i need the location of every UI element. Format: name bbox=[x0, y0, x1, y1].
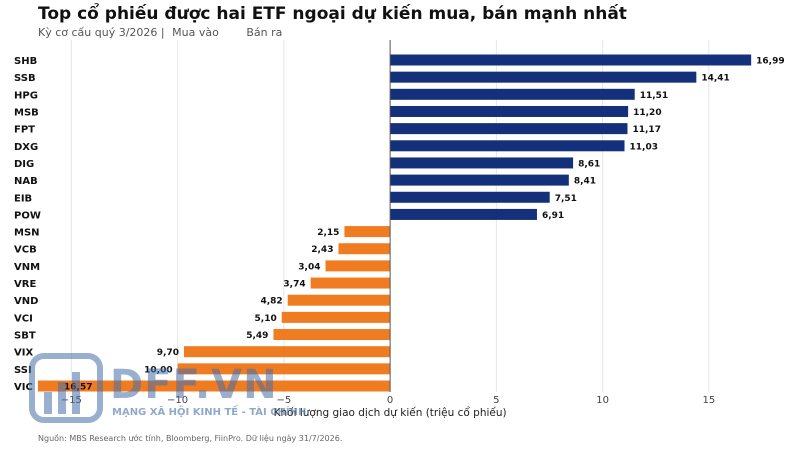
value-label: 11,17 bbox=[632, 125, 660, 135]
bar bbox=[310, 277, 391, 289]
legend-buy: Mua vào bbox=[172, 26, 219, 39]
category-label: NAB bbox=[14, 176, 38, 187]
value-label: 2,43 bbox=[311, 245, 333, 255]
value-label: 6,91 bbox=[542, 211, 564, 221]
bar bbox=[273, 329, 391, 341]
x-tick-label: 5 bbox=[493, 395, 499, 406]
category-label: VRE bbox=[14, 279, 36, 290]
bar bbox=[390, 157, 574, 169]
value-label: 8,41 bbox=[574, 177, 596, 187]
value-label: 5,49 bbox=[246, 331, 268, 341]
category-label: HPG bbox=[14, 90, 38, 101]
chart-subtitle: Kỳ cơ cấu quý 3/2026 | Mua vào Bán ra bbox=[38, 26, 286, 39]
watermark-logo-icon bbox=[28, 352, 104, 428]
bar bbox=[325, 260, 391, 272]
x-tick-label: −5 bbox=[276, 395, 291, 406]
category-label: VNM bbox=[14, 262, 40, 273]
category-label: FPT bbox=[14, 125, 35, 136]
bar bbox=[344, 226, 391, 238]
legend-sell: Bán ra bbox=[246, 26, 283, 39]
bar bbox=[287, 294, 391, 306]
value-label: 3,74 bbox=[283, 280, 305, 290]
bar bbox=[38, 380, 391, 392]
value-label: 16,99 bbox=[756, 57, 784, 67]
chart-title: Top cổ phiếu được hai ETF ngoại dự kiến … bbox=[38, 4, 627, 24]
source-note: Nguồn: MBS Research ước tính, Bloomberg,… bbox=[38, 434, 343, 443]
bar bbox=[183, 346, 391, 358]
bar bbox=[390, 140, 625, 152]
category-label: VCB bbox=[14, 245, 37, 256]
value-label: 8,61 bbox=[578, 159, 600, 169]
category-label: MSB bbox=[14, 107, 39, 118]
value-label: 7,51 bbox=[555, 194, 577, 204]
value-label: 3,04 bbox=[298, 262, 320, 272]
bar bbox=[390, 88, 635, 100]
bar bbox=[390, 105, 629, 117]
watermark-brand: DFF.VN bbox=[110, 362, 278, 408]
category-label: SSB bbox=[14, 73, 36, 84]
value-label: 4,82 bbox=[260, 297, 282, 307]
bar bbox=[390, 123, 628, 135]
category-label: MSN bbox=[14, 228, 40, 239]
value-label: 11,51 bbox=[640, 91, 668, 101]
value-label: 14,41 bbox=[701, 74, 729, 84]
value-label: 5,10 bbox=[255, 314, 277, 324]
category-label: VCI bbox=[14, 313, 33, 324]
category-label: SSI bbox=[14, 365, 32, 376]
watermark-tagline: MẠNG XÃ HỘI KINH TẾ - TÀI CHÍNH bbox=[112, 407, 307, 418]
value-label: 10,00 bbox=[144, 365, 172, 375]
bar bbox=[390, 208, 537, 220]
value-label: 9,70 bbox=[157, 348, 179, 358]
subtitle-period: Kỳ cơ cấu quý 3/2026 | bbox=[38, 26, 165, 39]
x-tick-label: 0 bbox=[387, 395, 393, 406]
category-label: EIB bbox=[14, 193, 32, 204]
category-label: VIX bbox=[14, 348, 33, 359]
x-tick-label: −15 bbox=[61, 395, 82, 406]
bar bbox=[338, 243, 391, 255]
category-label: VIC bbox=[14, 382, 33, 393]
bar bbox=[390, 191, 550, 203]
category-label: VND bbox=[14, 296, 38, 307]
category-label: DIG bbox=[14, 159, 34, 170]
category-label: SBT bbox=[14, 331, 36, 342]
value-label: 11,20 bbox=[633, 108, 661, 118]
category-label: POW bbox=[14, 210, 41, 221]
x-tick-label: 10 bbox=[596, 395, 609, 406]
value-label: 2,15 bbox=[317, 228, 339, 238]
bar bbox=[390, 174, 569, 186]
x-tick-label: −10 bbox=[167, 395, 188, 406]
category-label: SHB bbox=[14, 56, 37, 67]
category-label: DXG bbox=[14, 142, 38, 153]
bar bbox=[177, 363, 391, 375]
bar bbox=[281, 311, 391, 323]
x-tick-label: 15 bbox=[703, 395, 716, 406]
bar bbox=[390, 54, 752, 66]
value-label: 11,03 bbox=[630, 142, 658, 152]
x-axis-label: Khối lượng giao dịch dự kiến (triệu cổ p… bbox=[274, 406, 507, 419]
bar bbox=[390, 71, 697, 83]
